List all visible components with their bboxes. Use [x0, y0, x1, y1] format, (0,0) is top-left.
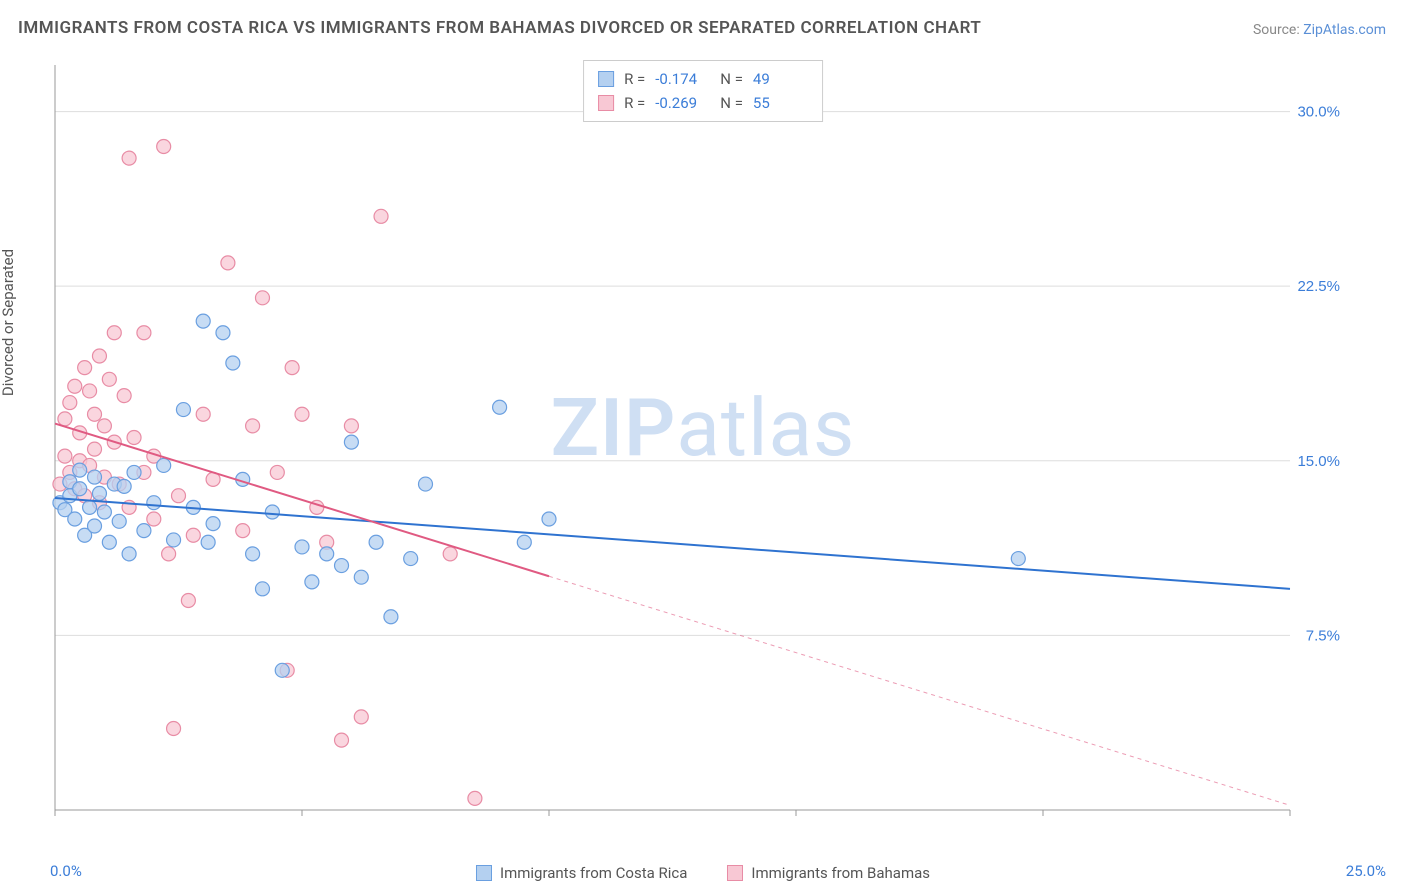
- correlation-legend: R = -0.174 N = 49 R = -0.269 N = 55: [583, 60, 823, 122]
- legend-item-costa-rica: Immigrants from Costa Rica: [476, 864, 687, 882]
- r-label: R =: [624, 67, 645, 91]
- svg-text:22.5%: 22.5%: [1297, 278, 1340, 295]
- y-axis-label: Divorced or Separated: [0, 249, 17, 396]
- n-label: N =: [720, 67, 743, 91]
- correlation-row-2: R = -0.269 N = 55: [598, 91, 808, 115]
- svg-text:15.0%: 15.0%: [1297, 453, 1340, 470]
- x-axis-min-label: 0.0%: [50, 862, 82, 880]
- legend-swatch-costa-rica: [598, 71, 614, 87]
- legend-swatch-bahamas: [598, 95, 614, 111]
- legend-swatch-costa-rica: [476, 865, 492, 881]
- plot-area: 7.5% 15.0% 22.5% 30.0%: [50, 60, 1350, 840]
- source-attribution: Source: ZipAtlas.com: [1253, 22, 1386, 38]
- series-legend: Immigrants from Costa Rica Immigrants fr…: [476, 864, 930, 882]
- r-label: R =: [624, 91, 645, 115]
- chart-title: IMMIGRANTS FROM COSTA RICA VS IMMIGRANTS…: [18, 18, 981, 38]
- n-label: N =: [720, 91, 743, 115]
- legend-swatch-bahamas: [727, 865, 743, 881]
- source-label: Source:: [1253, 22, 1303, 38]
- r-value-costa-rica: -0.174: [655, 67, 710, 91]
- legend-label-bahamas: Immigrants from Bahamas: [751, 864, 930, 882]
- svg-text:30.0%: 30.0%: [1297, 104, 1340, 121]
- chart-svg: 7.5% 15.0% 22.5% 30.0%: [50, 60, 1350, 840]
- n-value-costa-rica: 49: [753, 67, 808, 91]
- correlation-row-1: R = -0.174 N = 49: [598, 67, 808, 91]
- x-axis-max-label: 25.0%: [1346, 862, 1386, 880]
- legend-item-bahamas: Immigrants from Bahamas: [727, 864, 930, 882]
- n-value-bahamas: 55: [753, 91, 808, 115]
- legend-label-costa-rica: Immigrants from Costa Rica: [500, 864, 687, 882]
- r-value-bahamas: -0.269: [655, 91, 710, 115]
- svg-text:7.5%: 7.5%: [1306, 627, 1340, 644]
- source-value: ZipAtlas.com: [1303, 22, 1386, 38]
